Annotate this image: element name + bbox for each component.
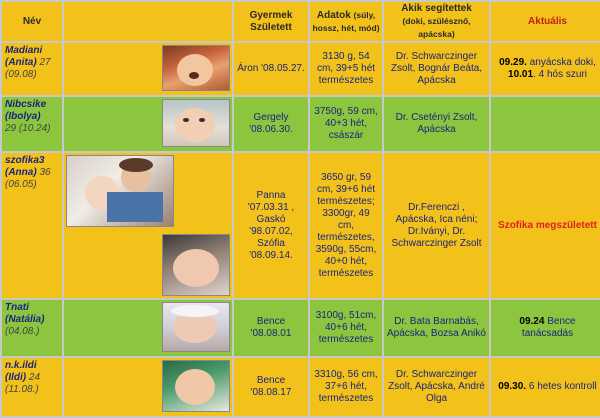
gyermek-cell: Áron '08.05.27. xyxy=(234,43,308,96)
adatok-cell: 3310g, 56 cm, 37+6 hét, természetes xyxy=(310,357,382,416)
baby-photo-icon xyxy=(162,99,230,148)
table-row: n.k.ildi (Ildi) 24 (11.08.) Bence '08.08.1… xyxy=(2,357,600,416)
table-row: Madiani (Anita) 27 (09.08) Áron '08.05.27.… xyxy=(2,43,600,96)
name-cell: Nibcsike (Ibolya) 29 (10.24) xyxy=(2,97,62,151)
table-row: Nibcsike (Ibolya) 29 (10.24) Gergely '08.0… xyxy=(2,97,600,151)
header-nev: Név xyxy=(2,2,62,42)
name-cell: n.k.ildi (Ildi) 24 (11.08.) xyxy=(2,357,62,416)
gyermek-cell: Gergely '08.06.30. xyxy=(234,97,308,151)
aktualis-cell: 09.30. 6 hetes kontroll xyxy=(491,357,600,416)
name-cell: Madiani (Anita) 27 (09.08) xyxy=(2,43,62,96)
header-akik: Akik segítettek (doki, szülésznő, apácska… xyxy=(384,2,489,42)
akik-cell: Dr.Ferenczi , Apácska, Ica néni; Dr.Iván… xyxy=(384,153,489,299)
photo-cell xyxy=(64,357,232,416)
gyermek-cell: Bence '08.08.17 xyxy=(234,357,308,416)
header-aktualis: Aktuális xyxy=(491,2,600,42)
aktualis-cell xyxy=(491,97,600,151)
adatok-cell: 3750g, 59 cm, 40+3 hét, császár xyxy=(310,97,382,151)
photo-cell xyxy=(64,153,232,299)
photo-cell xyxy=(64,43,232,96)
gyermek-cell: Bence '08.08.01 xyxy=(234,300,308,356)
baby-photo-icon xyxy=(162,45,230,92)
aktualis-cell: 09.29. anyácska doki, 10.01. 4 hós szuri xyxy=(491,43,600,96)
adatok-cell: 3100g, 51cm, 40+6 hét, természetes xyxy=(310,300,382,356)
baby-photo-icon xyxy=(162,359,230,412)
baby-photo-icon xyxy=(66,155,174,227)
photo-cell xyxy=(64,300,232,356)
header-gyermek: Gyermek Született xyxy=(234,2,308,42)
status-highlight: Szofika megszületett xyxy=(498,219,597,231)
akik-cell: Dr. Schwarczinger Zsolt, Apácska, André … xyxy=(384,357,489,416)
aktualis-cell: 09.24 Bence tanácsadás xyxy=(491,300,600,356)
table-row: szofika3 (Anna) 36 (06.05) Panna '07.03.31… xyxy=(2,153,600,299)
header-photo xyxy=(64,2,232,42)
adatok-cell: 3130 g, 54 cm, 39+5 hét természetes xyxy=(310,43,382,96)
name-cell: Tnati (Natália) (04.08.) xyxy=(2,300,62,356)
baby-photo-icon xyxy=(162,234,230,297)
akik-cell: Dr. Bata Barnabás, Apácska, Bozsa Anikó xyxy=(384,300,489,356)
name-cell: szofika3 (Anna) 36 (06.05) xyxy=(2,153,62,299)
gyermek-cell: Panna '07.03.31 , Gaskó '98.07.02, Szófi… xyxy=(234,153,308,299)
akik-cell: Dr. Csetényi Zsolt, Apácska xyxy=(384,97,489,151)
header-adatok: Adatok (súly, hossz, hét, mód) xyxy=(310,2,382,42)
table-row: Tnati (Natália) (04.08.) Bence '08.08.01 3… xyxy=(2,300,600,356)
baby-photo-icon xyxy=(162,302,230,353)
photo-cell xyxy=(64,97,232,151)
adatok-cell: 3650 gr, 59 cm, 39+6 hét természetes; 33… xyxy=(310,153,382,299)
header-row: Név Gyermek Született Adatok (súly, hossz… xyxy=(2,2,600,42)
akik-cell: Dr. Schwarczinger Zsolt, Bognár Beáta, A… xyxy=(384,43,489,96)
aktualis-cell: Szofika megszületett xyxy=(491,153,600,299)
